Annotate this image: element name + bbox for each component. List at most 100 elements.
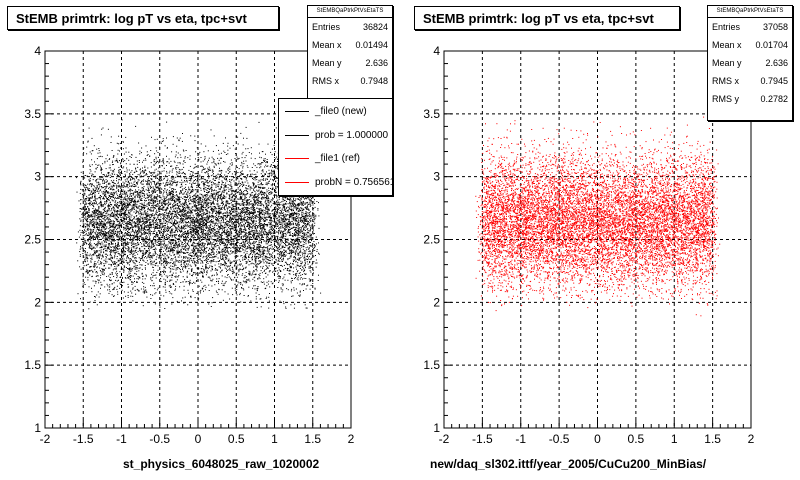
left-point [284, 267, 286, 269]
left-point [178, 261, 180, 263]
left-point [179, 250, 181, 252]
left-point [199, 224, 201, 225]
left-point [282, 212, 284, 214]
left-point [258, 246, 260, 248]
left-point [108, 286, 110, 288]
left-point [183, 263, 185, 265]
left-point [307, 205, 309, 207]
left-point [202, 166, 204, 168]
left-point [293, 251, 295, 253]
left-point [94, 175, 96, 177]
left-point [212, 231, 214, 232]
left-point [174, 180, 176, 182]
left-point [315, 266, 317, 268]
left-point [240, 216, 242, 217]
left-point [206, 192, 208, 193]
left-point [303, 213, 305, 215]
left-point [213, 203, 215, 205]
left-point [89, 270, 91, 272]
left-point [289, 222, 291, 224]
left-point [95, 223, 97, 225]
left-point [154, 303, 156, 305]
left-point [234, 215, 236, 217]
left-point [204, 157, 206, 159]
left-point [295, 232, 297, 233]
left-point [226, 254, 228, 256]
left-point [181, 235, 183, 237]
left-point [78, 200, 80, 202]
left-point [272, 183, 273, 185]
left-point [216, 251, 217, 253]
left-point [262, 184, 264, 185]
left-point [118, 237, 120, 239]
left-point [145, 250, 147, 252]
left-point [292, 223, 294, 225]
left-point [97, 250, 99, 252]
left-point [179, 254, 181, 256]
left-point [106, 160, 108, 162]
left-point [184, 201, 186, 203]
left-point [157, 181, 159, 183]
left-point [193, 199, 195, 201]
left-point [282, 200, 284, 202]
left-point [272, 228, 274, 230]
left-point [91, 255, 93, 257]
left-point [284, 251, 286, 252]
left-point [249, 196, 251, 198]
left-point [154, 181, 156, 183]
left-point [214, 235, 216, 237]
left-point [203, 270, 205, 272]
left-point [267, 267, 269, 269]
left-point [277, 236, 278, 238]
left-point [248, 233, 250, 235]
left-point [197, 215, 199, 217]
left-point [228, 269, 230, 271]
left-point [262, 186, 264, 188]
left-point [230, 233, 232, 235]
left-point [107, 221, 109, 222]
left-point [299, 217, 301, 219]
left-point [217, 269, 219, 271]
left-point [226, 236, 228, 238]
left-point [234, 289, 236, 291]
left-point [193, 242, 195, 244]
left-point [258, 234, 260, 236]
left-point [267, 283, 269, 285]
left-point [302, 244, 304, 246]
left-point [99, 178, 101, 180]
left-point [165, 198, 167, 200]
left-point [115, 245, 117, 247]
left-point [317, 209, 319, 211]
left-point [133, 177, 135, 179]
left-point [270, 256, 272, 258]
left-point [247, 176, 249, 178]
left-point [101, 168, 103, 170]
left-point [126, 171, 128, 173]
left-point [207, 204, 209, 206]
left-point [159, 206, 161, 207]
left-point [217, 220, 219, 222]
left-point [247, 295, 249, 297]
left-point [166, 223, 168, 225]
left-point [195, 196, 197, 198]
left-point [103, 215, 105, 217]
left-point [206, 171, 208, 173]
left-point [244, 242, 246, 244]
left-point [105, 168, 107, 170]
left-point [149, 252, 151, 254]
left-point [203, 202, 205, 204]
left-point [303, 222, 305, 224]
left-point [211, 216, 213, 218]
left-point [224, 291, 226, 293]
left-point [197, 181, 199, 183]
left-point [204, 238, 206, 240]
left-point [224, 230, 225, 232]
left-point [155, 225, 156, 227]
left-point [132, 287, 134, 289]
left-point [108, 174, 110, 176]
left-point [84, 177, 86, 179]
left-point [173, 188, 175, 190]
left-point [89, 233, 91, 235]
left-point [281, 283, 283, 285]
